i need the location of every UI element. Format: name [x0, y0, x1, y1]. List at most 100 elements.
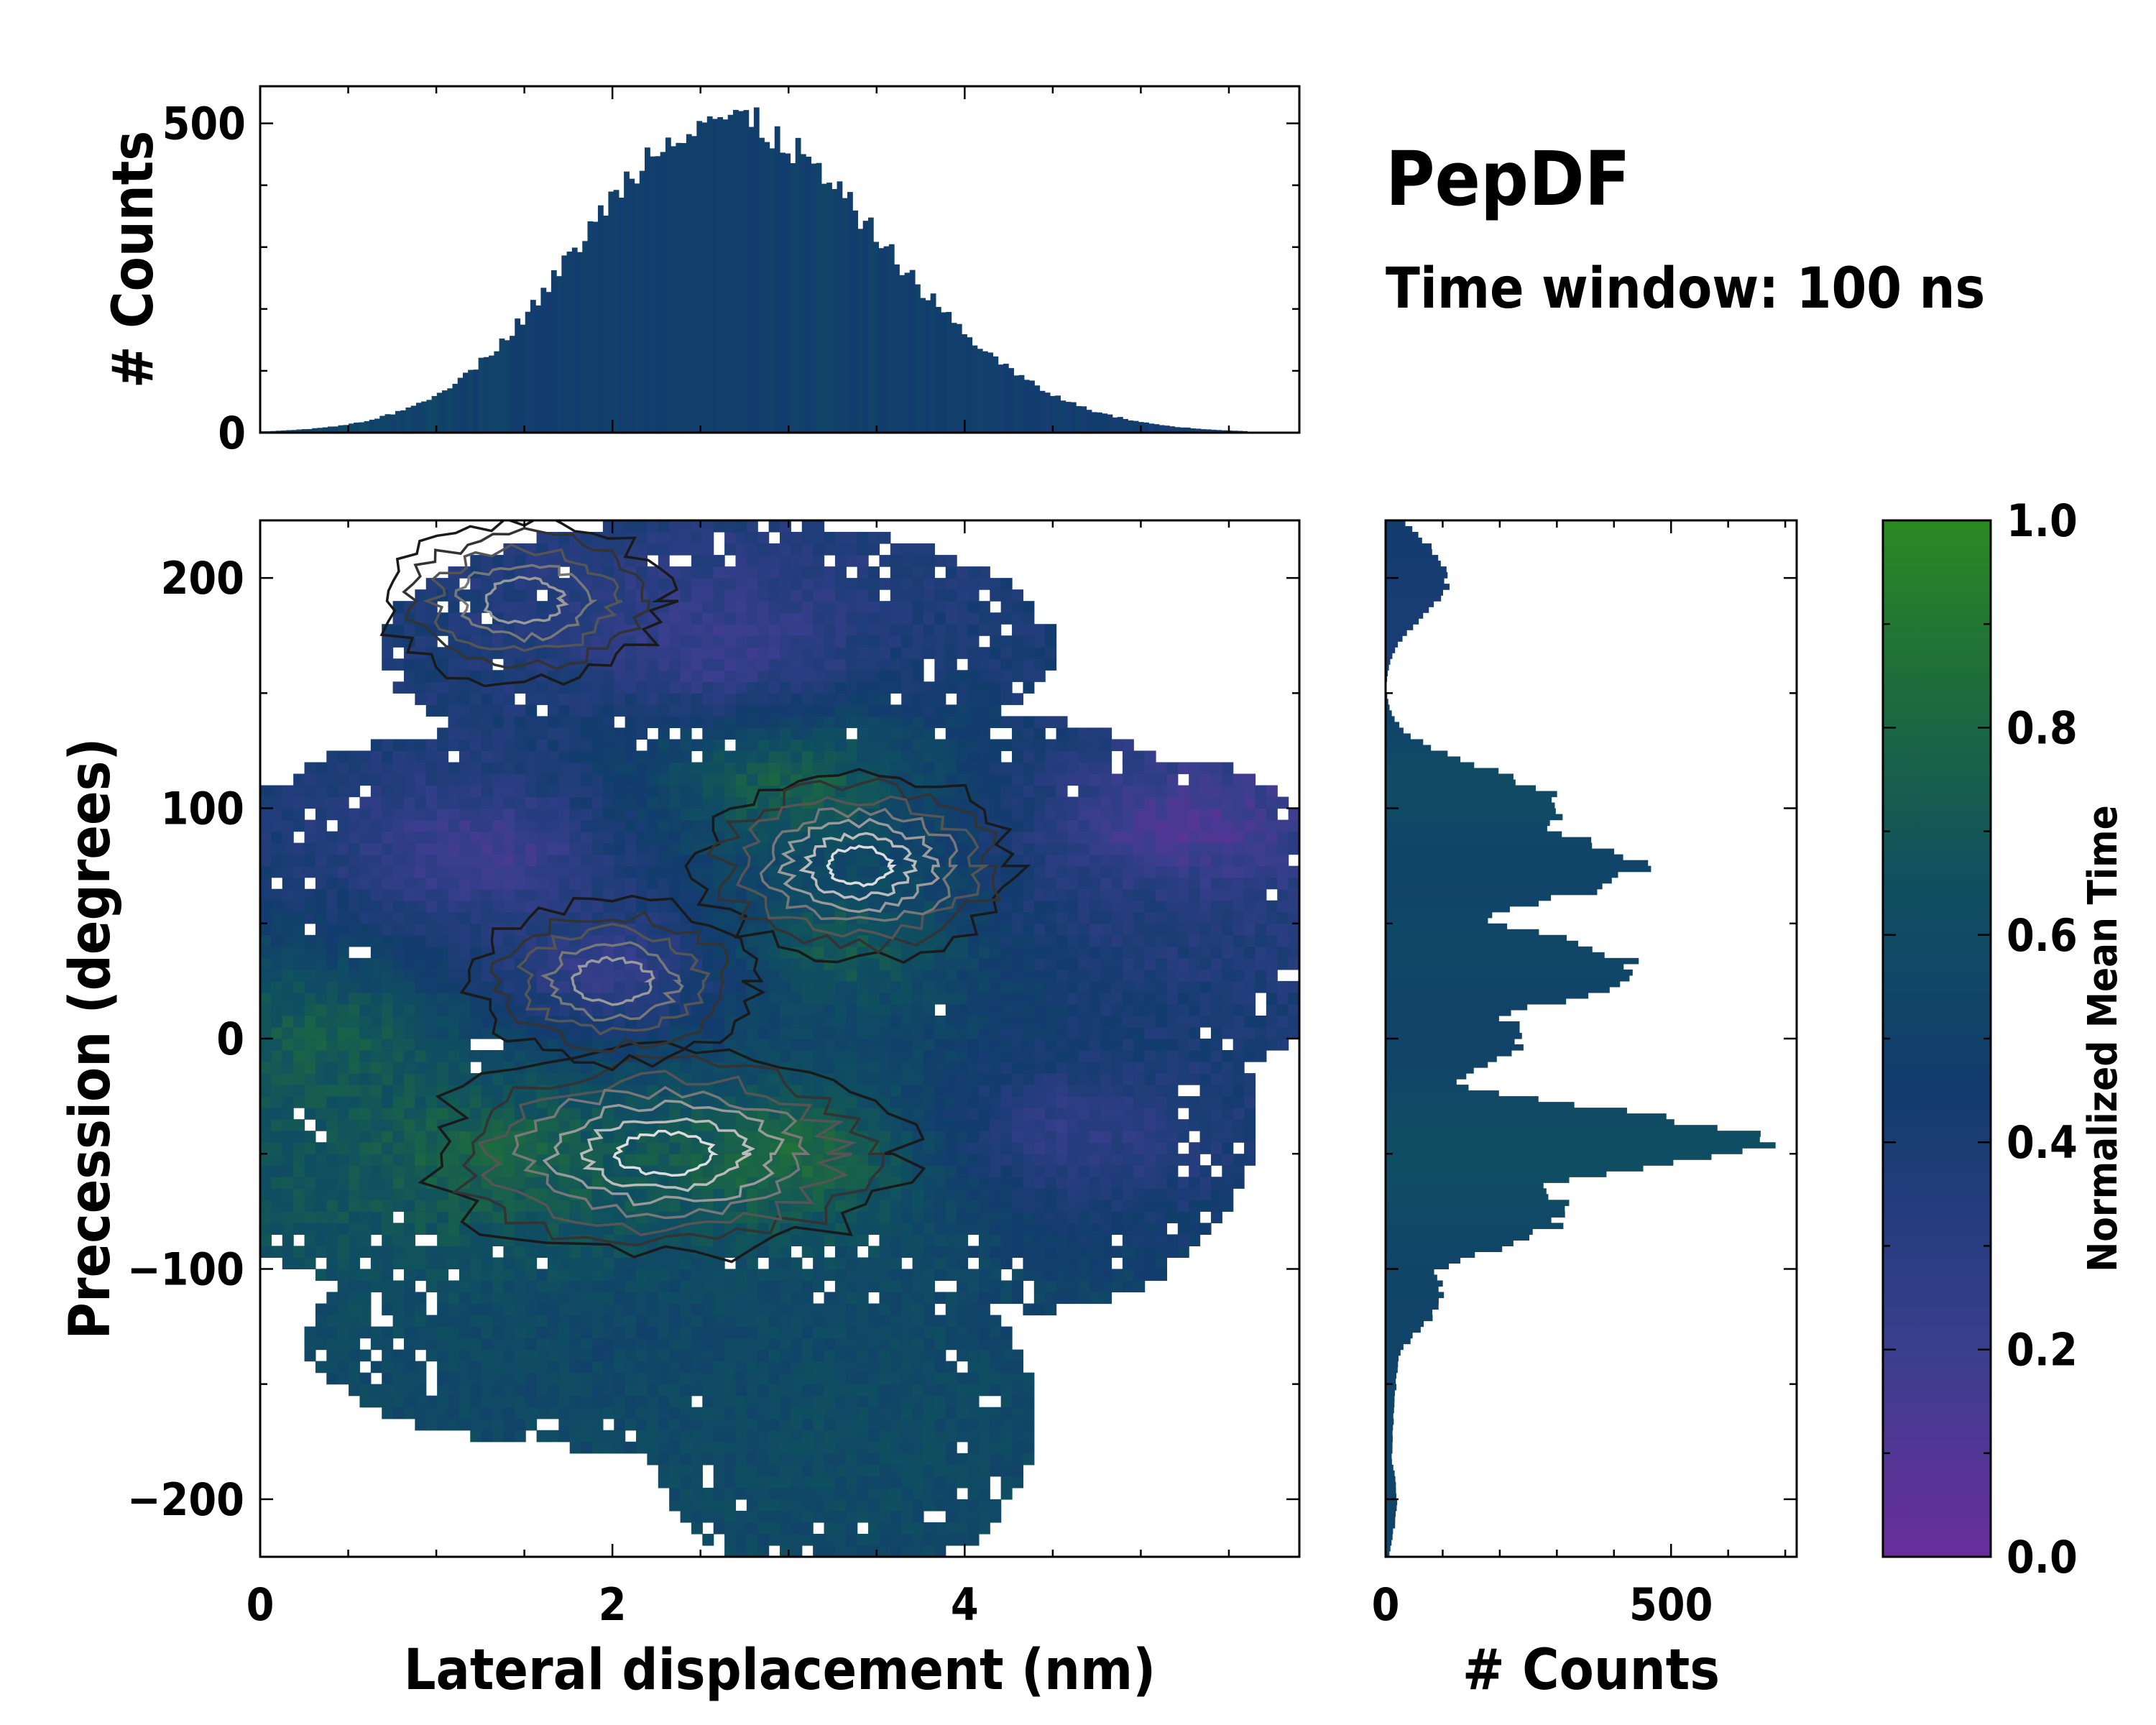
heatmap-cell — [647, 1303, 659, 1316]
heatmap-cell — [315, 923, 327, 936]
heatmap-cell — [735, 1026, 747, 1039]
heatmap-cell — [503, 1349, 515, 1362]
heatmap-cell — [536, 555, 548, 567]
heatmap-cell — [945, 601, 957, 613]
heatmap-cell — [459, 1039, 471, 1051]
heatmap-cell — [901, 1165, 913, 1177]
heatmap-cell — [492, 1326, 505, 1339]
heatmap-cell — [890, 1026, 902, 1039]
heatmap-cell — [514, 831, 526, 844]
heatmap-cell — [503, 693, 515, 705]
heatmap-cell — [547, 1200, 559, 1212]
heatmap-cell — [923, 1177, 935, 1189]
heatmap-cell — [625, 785, 637, 798]
heatmap-cell — [658, 647, 670, 659]
heatmap-cell — [702, 716, 714, 728]
heatmap-cell — [392, 1372, 405, 1385]
heatmap-cell — [492, 1188, 505, 1200]
heatmap-cell — [326, 1372, 338, 1385]
heatmap-cell — [724, 1142, 737, 1154]
heatmap-cell — [547, 716, 559, 728]
heatmap-cell — [923, 1096, 935, 1108]
heatmap-cell — [691, 578, 703, 590]
heatmap-cell — [824, 842, 836, 855]
heatmap-cell — [834, 693, 847, 705]
heatmap-cell — [448, 1280, 460, 1293]
heatmap-cell — [813, 1430, 825, 1443]
heatmap-cell — [780, 762, 791, 775]
heatmap-cell — [625, 1292, 637, 1305]
top-hist-bar — [935, 307, 941, 433]
heatmap-cell — [658, 1303, 670, 1316]
heatmap-cell — [260, 1234, 272, 1246]
heatmap-cell — [890, 831, 902, 844]
heatmap-cell — [768, 992, 780, 1005]
heatmap-cell — [403, 1165, 415, 1177]
heatmap-cell — [492, 831, 505, 844]
heatmap-cell — [437, 831, 449, 844]
top-hist-bar — [909, 270, 916, 433]
heatmap-cell — [890, 1050, 902, 1062]
heatmap-cell — [392, 1131, 405, 1143]
heatmap-cell — [780, 957, 791, 970]
heatmap-cell — [403, 1315, 415, 1328]
heatmap-cell — [271, 900, 283, 913]
heatmap-cell — [547, 1062, 559, 1074]
heatmap-cell — [912, 1026, 924, 1039]
heatmap-cell — [525, 1085, 538, 1097]
heatmap-cell — [260, 1154, 272, 1166]
heatmap-cell — [581, 1384, 593, 1397]
heatmap-cell — [702, 1211, 714, 1223]
top-hist-bar — [795, 137, 801, 433]
heatmap-cell — [481, 1085, 493, 1097]
heatmap-cell — [425, 1131, 438, 1143]
heatmap-cell — [459, 704, 471, 717]
heatmap-cell — [746, 877, 758, 890]
heatmap-cell — [349, 1384, 361, 1397]
top-hist-bar — [867, 217, 874, 433]
heatmap-cell — [304, 980, 316, 993]
heatmap-cell — [791, 727, 803, 740]
heatmap-cell — [602, 716, 614, 728]
heatmap-cell — [934, 1165, 946, 1177]
heatmap-cell — [647, 819, 659, 832]
heatmap-cell — [801, 1430, 814, 1443]
heatmap-cell — [349, 934, 361, 947]
heatmap-cell — [614, 727, 626, 740]
heatmap-cell — [525, 1418, 538, 1431]
heatmap-cell — [415, 911, 427, 924]
heatmap-cell — [824, 785, 836, 798]
heatmap-cell — [669, 1003, 681, 1016]
heatmap-cell — [415, 1384, 427, 1397]
heatmap-cell — [503, 1292, 515, 1305]
top-hist-bar — [280, 430, 287, 433]
heatmap-cell — [901, 1464, 913, 1477]
heatmap-cell — [824, 992, 836, 1005]
heatmap-cell — [304, 900, 316, 913]
heatmap-cell — [680, 808, 692, 821]
heatmap-cell — [801, 578, 814, 590]
heatmap-cell — [370, 969, 382, 982]
heatmap-cell — [868, 1062, 880, 1074]
heatmap-cell — [514, 1026, 526, 1039]
heatmap-cell — [547, 1407, 559, 1420]
heatmap-cell — [824, 1418, 836, 1431]
heatmap-cell — [536, 750, 548, 763]
heatmap-cell — [702, 1453, 714, 1466]
heatmap-cell — [382, 1223, 394, 1235]
heatmap-cell — [558, 923, 571, 936]
heatmap-cell — [757, 946, 770, 959]
heatmap-cell — [591, 762, 604, 775]
heatmap-cell — [669, 750, 681, 763]
heatmap-cell — [834, 1200, 847, 1212]
heatmap-cell — [448, 773, 460, 786]
heatmap-cell — [437, 1338, 449, 1351]
heatmap-cell — [403, 992, 415, 1005]
heatmap-cell — [768, 1476, 780, 1489]
heatmap-cell — [824, 750, 836, 763]
heatmap-cell — [647, 1338, 659, 1351]
heatmap-cell — [824, 704, 836, 717]
top-hist-bar — [920, 298, 926, 433]
heatmap-cell — [791, 842, 803, 855]
heatmap-cell — [382, 1026, 394, 1039]
